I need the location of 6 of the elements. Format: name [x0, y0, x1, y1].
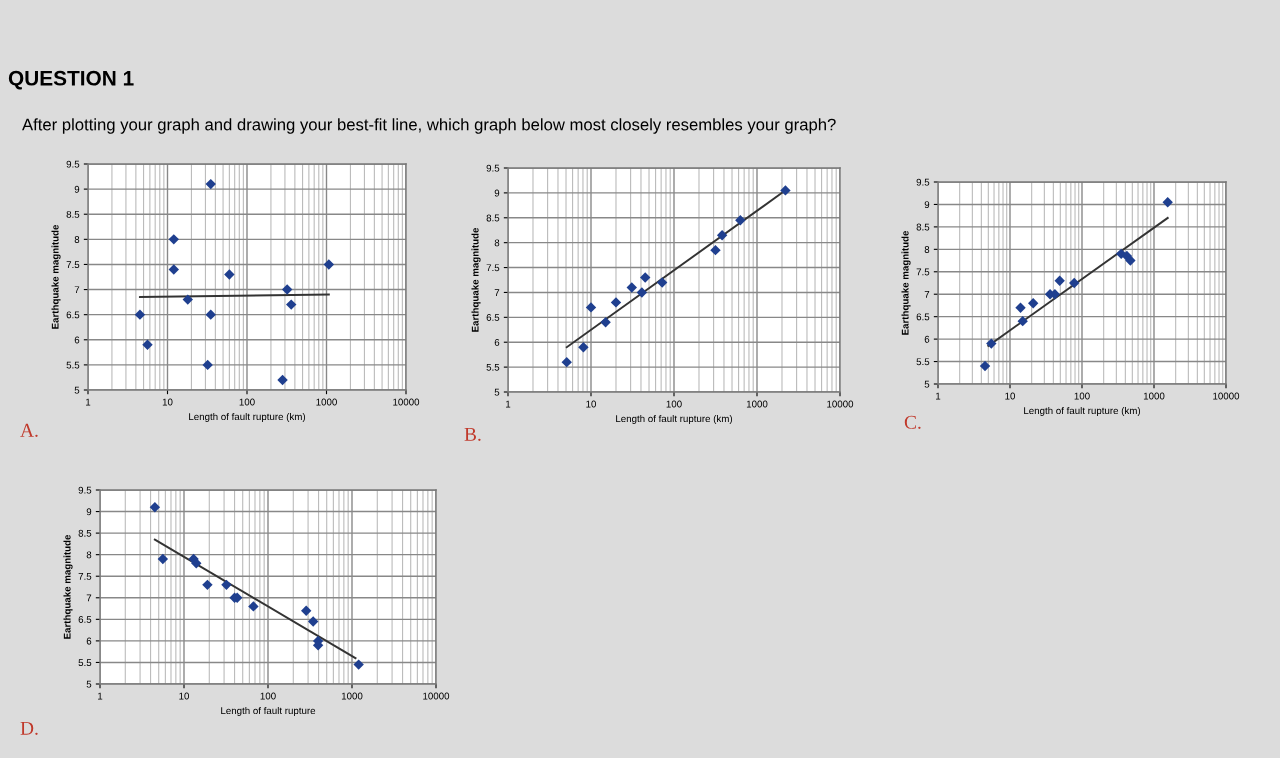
text: A.	[20, 423, 38, 437]
text: D.	[20, 721, 38, 735]
text: B.	[464, 427, 481, 441]
chart-title: QUESTION 1	[8, 70, 134, 90]
text: C.	[904, 415, 921, 429]
chart-subtitle: After plotting your graph and drawing your best-fit line, which graph below most closely resembles your graph?	[22, 118, 836, 134]
